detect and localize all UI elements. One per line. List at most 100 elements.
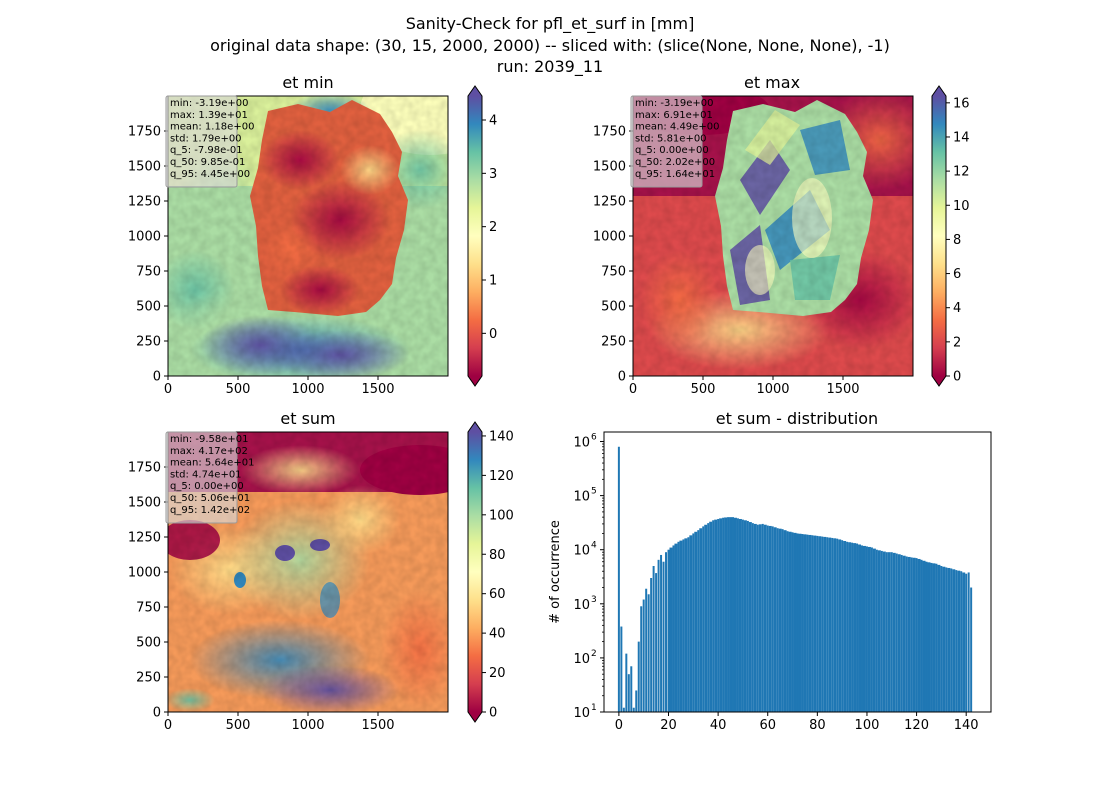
- x-tick-label: 1500: [361, 718, 394, 733]
- x-tick-label: 0: [164, 718, 172, 733]
- colorbar-tick-label: 3: [489, 167, 497, 182]
- histogram-bar: [838, 539, 842, 712]
- colorbar-tick-label: 100: [489, 508, 514, 523]
- histogram-bar: [717, 518, 720, 712]
- histogram-bar: [655, 573, 658, 712]
- colorbar-tick-label: 40: [489, 627, 506, 642]
- histogram-bar: [862, 545, 866, 712]
- colorbar-gradient: [468, 96, 482, 376]
- y-tick-label-base: 10: [573, 598, 590, 613]
- y-tick-label: 250: [136, 671, 161, 686]
- x-tick-label: 80: [809, 718, 826, 733]
- histogram-bar: [763, 524, 767, 712]
- heatmap-et-sum: [168, 432, 448, 712]
- panel-title-et-sum: et sum: [280, 409, 335, 428]
- histogram-bar: [768, 525, 772, 712]
- x-tick-label: 100: [855, 718, 880, 733]
- panel-title-et-sum-distribution: et sum - distribution: [716, 409, 878, 428]
- histogram-bar: [937, 564, 941, 712]
- colorbar-et-sum: 0 20 40 60 80 100 120 140: [467, 421, 514, 723]
- colorbar-extend-max: [932, 86, 946, 96]
- y-tick-label-exponent: 6: [591, 433, 597, 443]
- colorbar-extend-min: [468, 376, 482, 386]
- y-tick-label-exponent: 5: [591, 487, 597, 497]
- stats-box-background: [165, 95, 238, 188]
- histogram-bar: [689, 535, 693, 712]
- histogram-bar: [945, 567, 948, 712]
- histogram-bar: [955, 570, 958, 712]
- histogram-bar: [788, 531, 792, 712]
- histogram-bar: [625, 653, 628, 712]
- histogram-bar: [870, 547, 873, 712]
- histogram-bar: [925, 561, 928, 712]
- colorbar-tick-label: 12: [953, 165, 970, 180]
- y-tick-label: 0: [153, 370, 161, 385]
- y-tick-label-base: 10: [573, 544, 590, 559]
- stats-line: min: -9.58e+01: [170, 434, 249, 445]
- colorbar-tick-label: 0: [953, 370, 961, 385]
- stats-line: q_5: 0.00e+00: [635, 145, 709, 156]
- histogram-bar: [950, 568, 953, 712]
- figure-title-line2: original data shape: (30, 15, 2000, 2000…: [210, 36, 890, 55]
- histogram-bar: [917, 558, 921, 712]
- colorbar-tick-label: 14: [953, 130, 970, 145]
- histogram-bar: [652, 565, 655, 712]
- stats-line: q_95: 1.42e+02: [170, 505, 250, 516]
- figure-title-line1: Sanity-Check for pfl_et_surf in [mm]: [406, 14, 695, 34]
- histogram-bar: [851, 542, 854, 712]
- histogram-bar: [912, 557, 916, 712]
- histogram-bar: [885, 552, 888, 712]
- histogram-bar: [736, 518, 739, 712]
- colorbar-gradient: [468, 432, 482, 712]
- y-tick-label: 250: [601, 335, 626, 350]
- histogram-bar: [694, 531, 698, 712]
- colorbar-extend-max: [468, 422, 482, 432]
- histogram-bar: [702, 526, 705, 712]
- x-axis-et-min: 0 500 1000 1500: [164, 376, 395, 397]
- histogram-bar: [733, 517, 737, 712]
- panel-et-sum: et sum 0 500 1000 1500 02505007501000125015…: [128, 409, 514, 733]
- colorbar-tick-label: 8: [953, 233, 961, 248]
- histogram-bar: [738, 518, 742, 712]
- histogram-bar: [813, 535, 817, 712]
- histogram-bar: [897, 554, 901, 712]
- y-tick-label: 10 1: [573, 703, 596, 721]
- colorbar-et-min: 0 1 2 3 4: [467, 85, 497, 387]
- histogram-bar: [672, 545, 675, 712]
- y-tick-label: 10 2: [573, 649, 596, 667]
- y-tick-label-base: 10: [573, 706, 590, 721]
- histogram-bar: [942, 566, 946, 712]
- colorbar-tick-label: 0: [489, 327, 497, 342]
- histogram-bar: [632, 707, 635, 712]
- histogram-bar: [882, 551, 886, 712]
- x-tick-label: 140: [954, 718, 979, 733]
- histogram-bar: [778, 528, 782, 712]
- histogram-bar: [848, 542, 852, 712]
- histogram-bar: [818, 536, 822, 712]
- histogram-bar: [796, 533, 799, 712]
- x-tick-label: 1000: [291, 382, 324, 397]
- histogram-bar: [758, 524, 762, 712]
- histogram-bar: [640, 606, 643, 712]
- histogram-bar: [766, 525, 769, 712]
- figure-title-line3: run: 2039_11: [497, 57, 603, 77]
- colorbar-tick-label: 0: [489, 706, 497, 721]
- stats-line: q_50: 9.85e-01: [170, 157, 245, 168]
- histogram-bar: [761, 523, 764, 712]
- colorbar-tick-label: 4: [953, 301, 961, 316]
- x-tick-label: 60: [759, 718, 776, 733]
- y-tick-label: 10 6: [573, 433, 597, 451]
- histogram-bar: [895, 553, 898, 712]
- y-axis-et-sum: 0 250 500 750 1000 1250 1500 1750: [128, 461, 168, 721]
- stats-line: q_5: -7.98e-01: [170, 145, 243, 156]
- colorbar-outline: [467, 85, 483, 387]
- y-tick-label-exponent: 2: [591, 649, 597, 659]
- y-tick-label: 500: [601, 300, 626, 315]
- stats-line: q_95: 1.64e+01: [635, 169, 715, 180]
- histogram-bar: [679, 540, 683, 712]
- histogram-bar: [793, 532, 797, 712]
- histogram-bar: [657, 559, 660, 712]
- heatmap-et-min: [168, 96, 448, 376]
